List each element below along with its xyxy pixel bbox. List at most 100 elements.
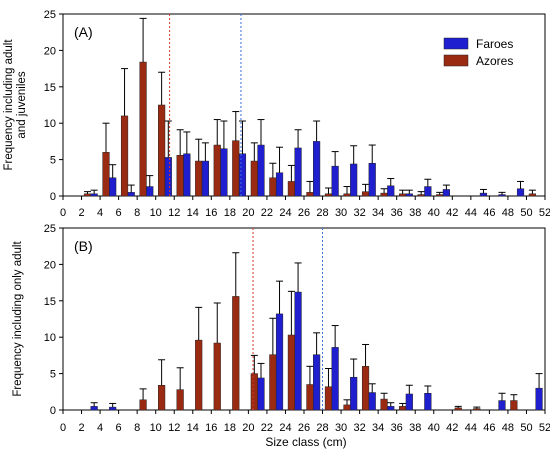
bar-azores (454, 407, 462, 411)
x-tick-label: 48 (502, 422, 514, 434)
x-tick-label: 8 (134, 422, 140, 434)
x-tick-label: 12 (168, 207, 180, 219)
x-tick-label: 38 (409, 422, 421, 434)
y-tick-label: 15 (44, 296, 56, 308)
bar-azores (380, 192, 388, 197)
x-tick-label: 36 (391, 422, 403, 434)
legend-swatch-faroes (443, 37, 469, 50)
bar-faroes (350, 163, 358, 197)
y-tick-label: 0 (50, 191, 56, 203)
x-tick-label: 4 (97, 422, 103, 434)
bar-faroes (257, 377, 265, 411)
x-tick-label: 40 (428, 422, 440, 434)
panel-label: (B) (74, 238, 93, 254)
y-axis-label: and juveniles (16, 71, 28, 138)
bar-faroes (164, 157, 172, 197)
bar-azores (250, 373, 258, 411)
x-tick-label: 38 (409, 207, 421, 219)
bar-azores (473, 408, 481, 411)
x-tick-label: 42 (446, 422, 458, 434)
bar-faroes (387, 185, 395, 197)
bar-faroes (109, 406, 117, 411)
bar-azores (417, 194, 425, 197)
x-tick-label: 14 (187, 207, 199, 219)
y-tick-label: 15 (44, 82, 56, 94)
x-tick-label: 42 (446, 207, 458, 219)
x-tick-label: 52 (539, 207, 550, 219)
x-tick-label: 18 (224, 422, 236, 434)
bar-azores (195, 339, 203, 411)
bar-azores (324, 193, 333, 197)
bar-faroes (90, 406, 98, 411)
bar-faroes (331, 165, 339, 197)
bar-faroes (387, 406, 395, 411)
bar-faroes (424, 393, 432, 411)
bar-faroes (90, 193, 98, 197)
bar-faroes (405, 393, 413, 411)
legend-label-faroes: Faroes (476, 37, 513, 51)
x-tick-label: 2 (78, 207, 84, 219)
x-tick-label: 44 (465, 422, 477, 434)
bar-faroes (368, 162, 376, 197)
bar-faroes (257, 144, 265, 197)
bar-azores (528, 193, 536, 197)
bar-faroes (442, 189, 450, 197)
x-tick-label: 22 (261, 207, 273, 219)
bar-azores (158, 104, 166, 197)
bar-azores (139, 399, 147, 411)
bar-azores (120, 115, 129, 197)
bar-faroes (238, 153, 247, 197)
bar-faroes (405, 193, 413, 197)
panel-label: (A) (74, 24, 93, 40)
x-tick-label: 34 (372, 422, 384, 434)
x-tick-label: 16 (205, 207, 217, 219)
bar-faroes (275, 172, 284, 197)
bar-faroes (146, 186, 154, 197)
bar-faroes (535, 387, 543, 411)
bar-azores (213, 144, 221, 197)
x-tick-label: 10 (150, 207, 162, 219)
x-tick-label: 34 (372, 207, 384, 219)
bar-azores (176, 389, 184, 411)
x-tick-label: 20 (242, 422, 254, 434)
bar-faroes (127, 192, 135, 197)
x-tick-label: 36 (391, 207, 403, 219)
bar-faroes (368, 392, 376, 411)
bar-faroes (350, 376, 358, 411)
y-tick-label: 10 (44, 332, 56, 344)
bar-azores (324, 386, 333, 411)
bar-faroes (498, 194, 506, 197)
bar-azores (287, 334, 295, 411)
bar-azores (269, 354, 277, 411)
bar-azores (176, 154, 184, 197)
x-tick-label: 6 (116, 207, 122, 219)
bar-azores (232, 140, 240, 197)
x-tick-label: 52 (539, 422, 550, 434)
plot-frame (62, 13, 546, 197)
x-tick-label: 0 (60, 207, 66, 219)
x-tick-label: 28 (316, 207, 328, 219)
bar-azores (232, 296, 240, 411)
y-tick-label: 25 (44, 223, 56, 235)
x-tick-label: 22 (261, 422, 273, 434)
x-tick-label: 30 (335, 207, 347, 219)
bar-azores (510, 400, 518, 411)
x-tick-label: 28 (316, 422, 328, 434)
y-tick-label: 0 (50, 405, 56, 417)
bar-faroes (313, 141, 321, 197)
bar-azores (306, 384, 314, 411)
x-tick-label: 4 (97, 207, 103, 219)
x-tick-label: 30 (335, 422, 347, 434)
bar-faroes (275, 313, 284, 411)
x-tick-label: 40 (428, 207, 440, 219)
x-tick-label: 26 (298, 422, 310, 434)
legend-label-azores: Azores (476, 54, 513, 68)
y-tick-label: 20 (44, 45, 56, 57)
x-tick-label: 50 (520, 207, 532, 219)
bar-azores (269, 177, 277, 197)
x-tick-label: 24 (279, 422, 291, 434)
y-tick-label: 25 (44, 9, 56, 21)
x-tick-label: 14 (187, 422, 199, 434)
x-tick-label: 32 (353, 207, 365, 219)
